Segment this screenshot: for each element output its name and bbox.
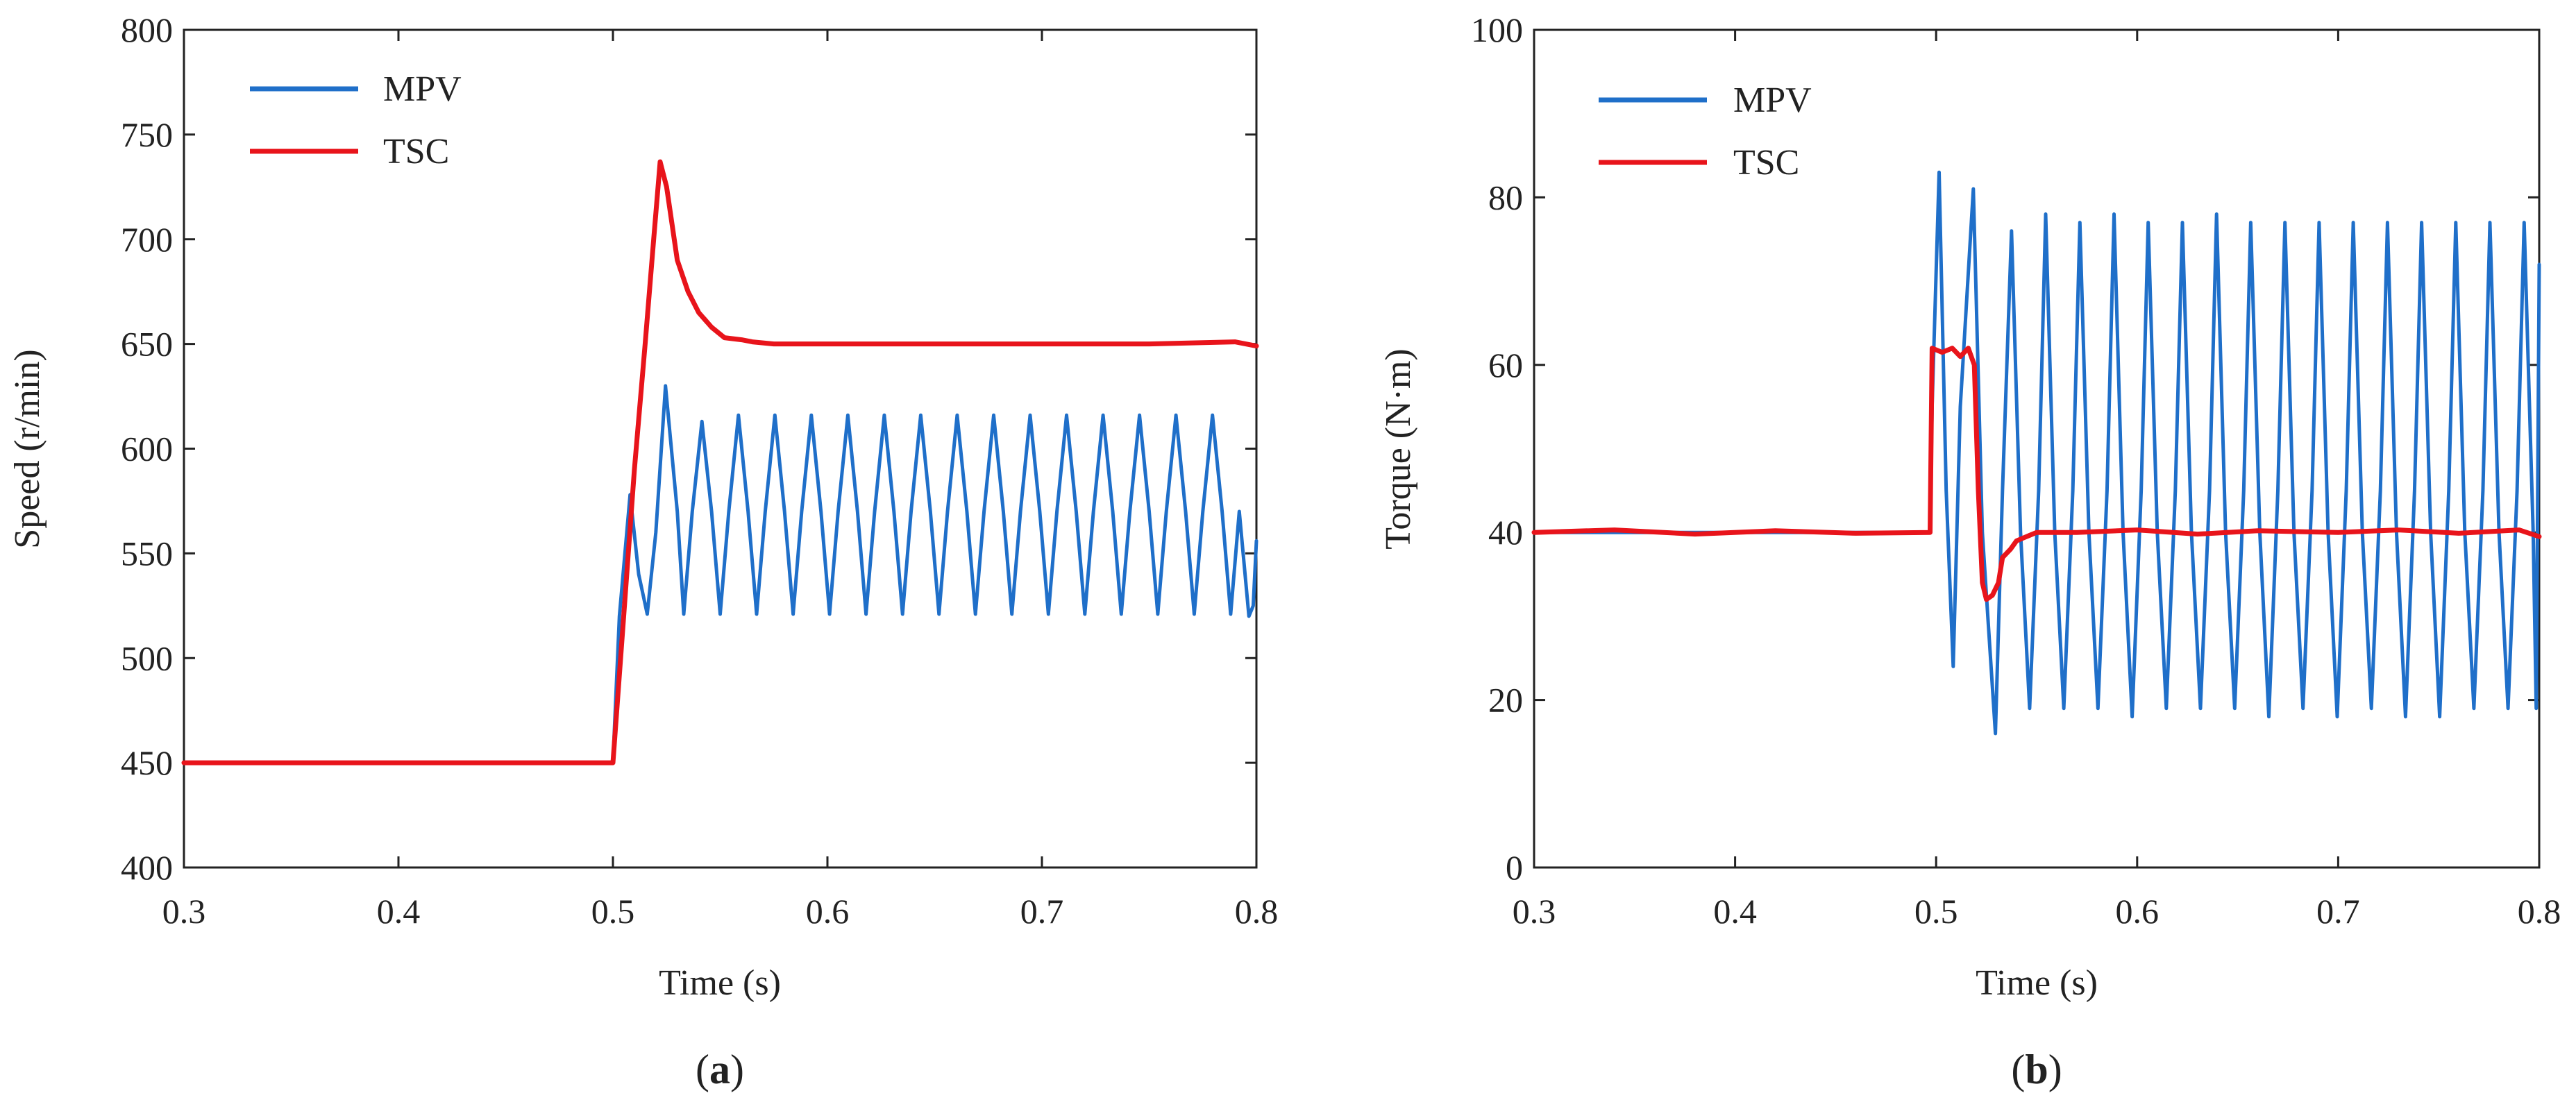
series-line-mpv [1532, 170, 2541, 736]
legend-label-tsc: TSC [383, 132, 449, 171]
x-tick-label: 0.7 [2316, 892, 2360, 931]
x-tick-label: 0.7 [1020, 892, 1064, 931]
x-tick-label: 0.5 [1914, 892, 1958, 931]
x-axis-ticks: 0.3 0.4 0.5 0.6 0.7 0.8 [162, 30, 1279, 931]
y-tick-label: 20 [1488, 681, 1523, 720]
series-lines [181, 159, 1259, 765]
speed-chart-panel: 400 450 500 550 600 650 700 750 800 0.3 0.4 0.5 0.6… [8, 10, 1278, 1092]
torque-chart-panel: 0 20 40 60 80 100 0.3 0.4 0.5 0.6 0.7 0.8 Time (s)… [1379, 10, 2561, 1092]
y-tick-label: 550 [121, 534, 173, 573]
y-tick-label: 400 [121, 848, 173, 887]
series-lines [1531, 170, 2542, 736]
x-tick-label: 0.6 [2116, 892, 2160, 931]
x-axis-label: Time (s) [659, 963, 781, 1003]
y-tick-label: 100 [1471, 10, 1523, 49]
y-tick-label: 700 [121, 220, 173, 259]
y-tick-label: 0 [1506, 848, 1523, 887]
legend-label-mpv: MPV [383, 69, 462, 109]
panel-label-b: (b) [2011, 1047, 2062, 1092]
y-axis-label: Torque (N·m) [1379, 348, 1418, 549]
y-tick-label: 600 [121, 430, 173, 468]
x-tick-label: 0.8 [2518, 892, 2561, 931]
plot-frame [183, 28, 1258, 869]
x-tick-label: 0.3 [162, 892, 206, 931]
panel-label-a: (a) [696, 1047, 744, 1092]
x-tick-label: 0.6 [806, 892, 850, 931]
y-tick-label: 40 [1488, 513, 1523, 552]
x-tick-label: 0.5 [591, 892, 635, 931]
y-tick-label: 500 [121, 638, 173, 677]
legend-label-tsc: TSC [1733, 143, 1799, 183]
legend-label-mpv: MPV [1733, 81, 1812, 120]
series-line-tsc [181, 159, 1259, 765]
y-axis-ticks: 400 450 500 550 600 650 700 750 800 [121, 10, 1256, 887]
x-tick-label: 0.3 [1513, 892, 1556, 931]
y-tick-label: 750 [121, 115, 173, 154]
y-tick-label: 80 [1488, 178, 1523, 217]
series-line-mpv [182, 384, 1258, 765]
x-axis-ticks: 0.3 0.4 0.5 0.6 0.7 0.8 [1513, 30, 2561, 931]
x-tick-label: 0.4 [1713, 892, 1757, 931]
y-tick-label: 650 [121, 325, 173, 364]
x-axis-label: Time (s) [1976, 963, 2098, 1003]
y-axis-label: Speed (r/min) [8, 349, 47, 548]
x-tick-label: 0.8 [1235, 892, 1279, 931]
legend: MPV TSC [250, 69, 462, 171]
y-tick-label: 450 [121, 743, 173, 782]
series-line-tsc [1531, 346, 2542, 602]
y-tick-label: 800 [121, 10, 173, 49]
legend: MPV TSC [1599, 81, 1812, 183]
x-tick-label: 0.4 [377, 892, 421, 931]
y-tick-label: 60 [1488, 346, 1523, 384]
y-axis-ticks: 0 20 40 60 80 100 [1471, 10, 2539, 887]
plot-frame [1533, 28, 2541, 869]
